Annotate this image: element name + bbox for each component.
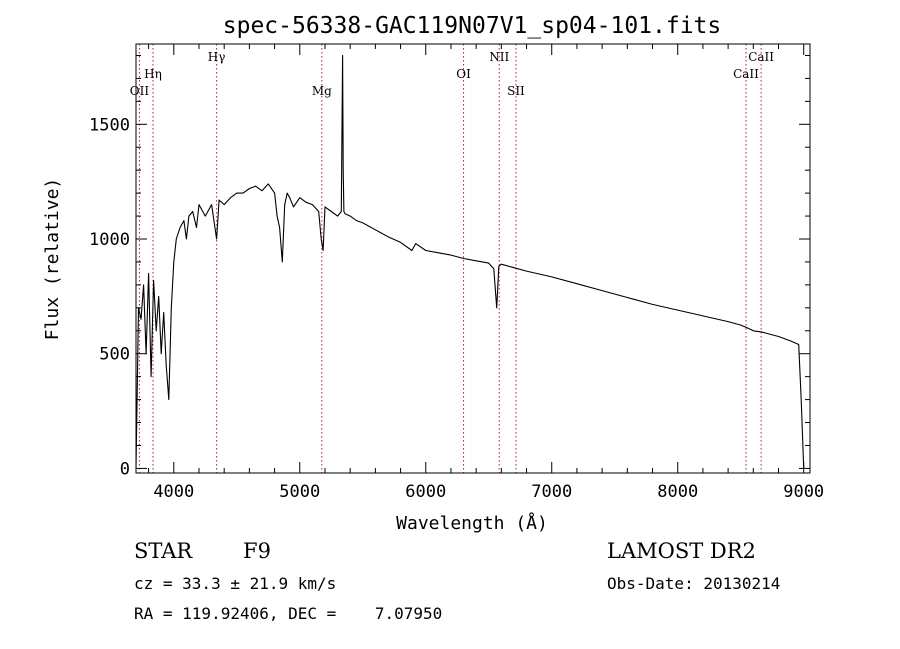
object-subclass: F9 bbox=[243, 539, 271, 563]
x-tick-label-4: 8000 bbox=[657, 482, 698, 502]
x-tick-label-3: 7000 bbox=[531, 482, 572, 502]
x-tick-label-2: 6000 bbox=[405, 482, 446, 502]
line-label-1: Hη bbox=[144, 67, 162, 81]
obs-date: Obs-Date: 20130214 bbox=[607, 574, 781, 593]
x-tick-label-0: 4000 bbox=[153, 482, 194, 502]
y-tick-label-2: 1000 bbox=[89, 230, 130, 250]
chart-title: spec-56338-GAC119N07V1_sp04-101.fits bbox=[223, 13, 722, 39]
line-label-5: NII bbox=[489, 50, 509, 64]
x-tick-label-5: 9000 bbox=[783, 482, 824, 502]
line-label-8: CaII bbox=[748, 50, 774, 64]
line-label-3: Mg bbox=[312, 84, 332, 98]
line-label-7: CaII bbox=[733, 67, 759, 81]
survey-name: LAMOST DR2 bbox=[607, 539, 756, 563]
x-tick-label-1: 5000 bbox=[279, 482, 320, 502]
line-label-2: Hγ bbox=[208, 50, 226, 64]
ra-dec: RA = 119.92406, DEC = 7.07950 bbox=[134, 604, 443, 623]
y-tick-label-0: 0 bbox=[120, 459, 130, 479]
redshift-cz: cz = 33.3 ± 21.9 km/s bbox=[134, 574, 337, 593]
x-axis-label: Wavelength (Å) bbox=[396, 512, 548, 534]
axes-frame bbox=[135, 43, 811, 474]
y-tick-label-3: 1500 bbox=[89, 115, 130, 135]
y-axis-label: Flux (relative) bbox=[42, 178, 63, 341]
line-label-0: OII bbox=[130, 84, 150, 98]
spectrum-line bbox=[135, 54, 805, 469]
y-tick-label-1: 500 bbox=[99, 345, 130, 365]
object-class: STAR bbox=[134, 539, 193, 563]
line-label-4: OI bbox=[456, 67, 471, 81]
line-label-6: SII bbox=[507, 84, 525, 98]
